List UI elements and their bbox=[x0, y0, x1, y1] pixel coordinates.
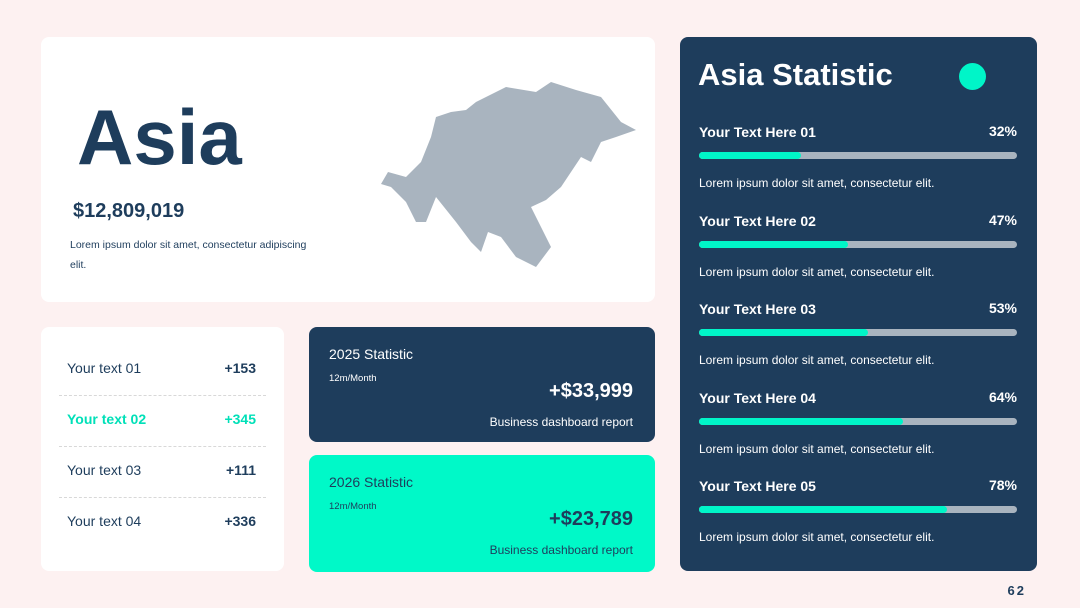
progress-bar bbox=[699, 329, 868, 336]
stat-label: Your Text Here 02 bbox=[699, 212, 816, 229]
card-caption: Business dashboard report bbox=[489, 543, 633, 557]
list-label: Your text 03 bbox=[67, 462, 142, 478]
stat-label: Your Text Here 05 bbox=[699, 478, 816, 494]
stat-percent: 47% bbox=[988, 211, 1017, 228]
card-amount: +$23,789 bbox=[549, 508, 633, 530]
progress-bar bbox=[699, 506, 948, 513]
list-value: +336 bbox=[224, 513, 256, 529]
stat-label: Your Text Here 01 bbox=[699, 124, 816, 140]
accent-dot bbox=[959, 63, 986, 90]
stat-percent: 64% bbox=[988, 388, 1017, 405]
card-caption: Business dashboard report bbox=[489, 415, 633, 429]
list-label: Your text 02 bbox=[67, 411, 147, 427]
progress-track bbox=[699, 506, 1017, 513]
card-period: 12m/Month bbox=[329, 373, 377, 384]
card-title: 2026 Statistic bbox=[329, 474, 414, 490]
stat-card: 2025 Statistic 12m/Month +$33,999 Business … bbox=[309, 327, 655, 442]
list-label: Your text 04 bbox=[67, 513, 142, 529]
list-value: +153 bbox=[224, 360, 256, 376]
separator bbox=[59, 395, 266, 396]
stat-description: Lorem ipsum dolor sit amet, consectetur … bbox=[699, 353, 935, 367]
stat-percent: 78% bbox=[988, 477, 1017, 493]
stat-description: Lorem ipsum dolor sit amet, consectetur … bbox=[699, 264, 935, 279]
progress-bar bbox=[699, 417, 903, 425]
progress-track bbox=[699, 240, 1017, 248]
stat-label: Your Text Here 03 bbox=[699, 301, 816, 317]
stat-description: Lorem ipsum dolor sit amet, consectetur … bbox=[699, 441, 935, 456]
card-period: 12m/Month bbox=[329, 501, 377, 512]
statistics-panel: Asia Statistic Your Text Here 01 32% Lorem… bbox=[680, 37, 1037, 571]
stat-description: Lorem ipsum dolor sit amet, consectetur … bbox=[699, 530, 935, 544]
asia-map bbox=[381, 82, 636, 267]
list-label: Your text 01 bbox=[67, 360, 142, 376]
progress-bar bbox=[699, 240, 849, 248]
separator bbox=[59, 446, 266, 447]
stat-description: Lorem ipsum dolor sit amet, consectetur … bbox=[699, 176, 935, 190]
list-card: Your text 01 +153 Your text 02 +345 Your tex… bbox=[41, 327, 284, 571]
progress-track bbox=[699, 152, 1017, 159]
page-number: 62 bbox=[1007, 583, 1026, 598]
stat-label: Your Text Here 04 bbox=[699, 389, 816, 406]
progress-bar bbox=[699, 152, 801, 159]
description: Lorem ipsum dolor sit amet, consectetur … bbox=[70, 239, 307, 271]
card-amount: +$33,999 bbox=[549, 380, 633, 402]
stat-card: 2026 Statistic 12m/Month +$23,789 Business … bbox=[309, 455, 655, 572]
card-title: 2025 Statistic bbox=[329, 346, 414, 362]
overview-card: Asia $12,809,019 Lorem ipsum dolor sit a… bbox=[41, 37, 655, 302]
region-title: Asia bbox=[77, 93, 242, 181]
list-value: +111 bbox=[226, 462, 256, 478]
stat-percent: 32% bbox=[988, 123, 1017, 139]
progress-track bbox=[699, 329, 1017, 336]
panel-title: Asia Statistic bbox=[698, 57, 893, 92]
stat-percent: 53% bbox=[988, 300, 1017, 316]
separator bbox=[59, 497, 266, 498]
list-value: +345 bbox=[224, 411, 256, 427]
amount: $12,809,019 bbox=[73, 200, 185, 222]
progress-track bbox=[699, 417, 1017, 425]
